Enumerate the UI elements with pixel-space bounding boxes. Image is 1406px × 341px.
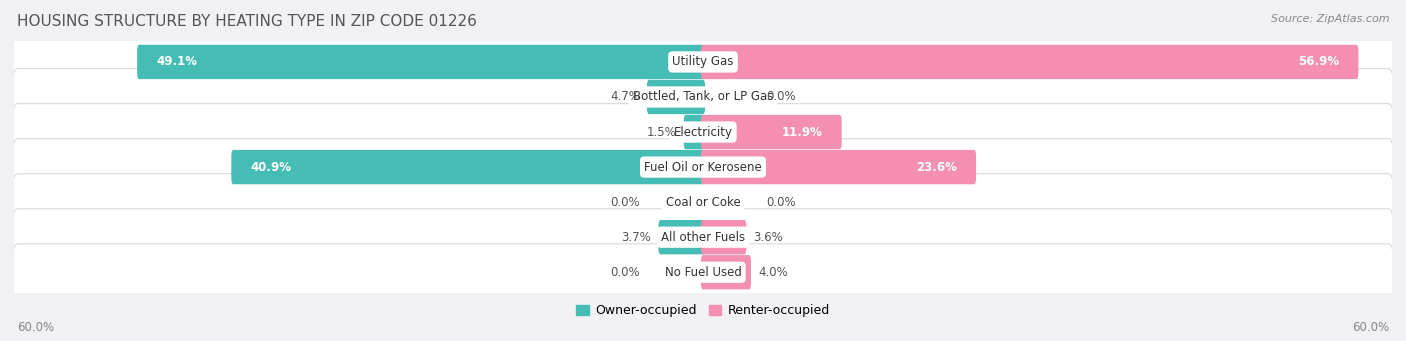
FancyBboxPatch shape (13, 174, 1393, 231)
Text: 49.1%: 49.1% (156, 56, 197, 69)
Text: 60.0%: 60.0% (1353, 321, 1389, 334)
FancyBboxPatch shape (658, 220, 704, 254)
Text: 40.9%: 40.9% (250, 161, 291, 174)
FancyBboxPatch shape (702, 45, 1358, 79)
FancyBboxPatch shape (13, 69, 1393, 125)
FancyBboxPatch shape (13, 139, 1393, 195)
Text: 0.0%: 0.0% (610, 266, 640, 279)
Text: Fuel Oil or Kerosene: Fuel Oil or Kerosene (644, 161, 762, 174)
FancyBboxPatch shape (702, 115, 842, 149)
Text: HOUSING STRUCTURE BY HEATING TYPE IN ZIP CODE 01226: HOUSING STRUCTURE BY HEATING TYPE IN ZIP… (17, 14, 477, 29)
Text: Coal or Coke: Coal or Coke (665, 196, 741, 209)
FancyBboxPatch shape (702, 220, 747, 254)
Text: All other Fuels: All other Fuels (661, 231, 745, 244)
Text: 0.0%: 0.0% (610, 196, 640, 209)
Text: 56.9%: 56.9% (1298, 56, 1339, 69)
FancyBboxPatch shape (232, 150, 704, 184)
Text: 4.0%: 4.0% (758, 266, 787, 279)
FancyBboxPatch shape (138, 45, 704, 79)
Text: 3.6%: 3.6% (754, 231, 783, 244)
Text: Bottled, Tank, or LP Gas: Bottled, Tank, or LP Gas (633, 90, 773, 104)
Text: Source: ZipAtlas.com: Source: ZipAtlas.com (1271, 14, 1389, 24)
Text: 3.7%: 3.7% (621, 231, 651, 244)
Text: 0.0%: 0.0% (766, 90, 796, 104)
Text: 1.5%: 1.5% (647, 125, 676, 138)
Text: 23.6%: 23.6% (915, 161, 956, 174)
FancyBboxPatch shape (13, 104, 1393, 160)
FancyBboxPatch shape (702, 150, 976, 184)
Text: No Fuel Used: No Fuel Used (665, 266, 741, 279)
Text: Electricity: Electricity (673, 125, 733, 138)
Text: Utility Gas: Utility Gas (672, 56, 734, 69)
FancyBboxPatch shape (13, 209, 1393, 266)
Text: 11.9%: 11.9% (782, 125, 823, 138)
Legend: Owner-occupied, Renter-occupied: Owner-occupied, Renter-occupied (571, 299, 835, 322)
FancyBboxPatch shape (13, 33, 1393, 90)
FancyBboxPatch shape (683, 115, 704, 149)
FancyBboxPatch shape (13, 244, 1393, 301)
Text: 60.0%: 60.0% (17, 321, 53, 334)
Text: 4.7%: 4.7% (610, 90, 640, 104)
FancyBboxPatch shape (702, 255, 751, 290)
FancyBboxPatch shape (647, 80, 704, 114)
Text: 0.0%: 0.0% (766, 196, 796, 209)
